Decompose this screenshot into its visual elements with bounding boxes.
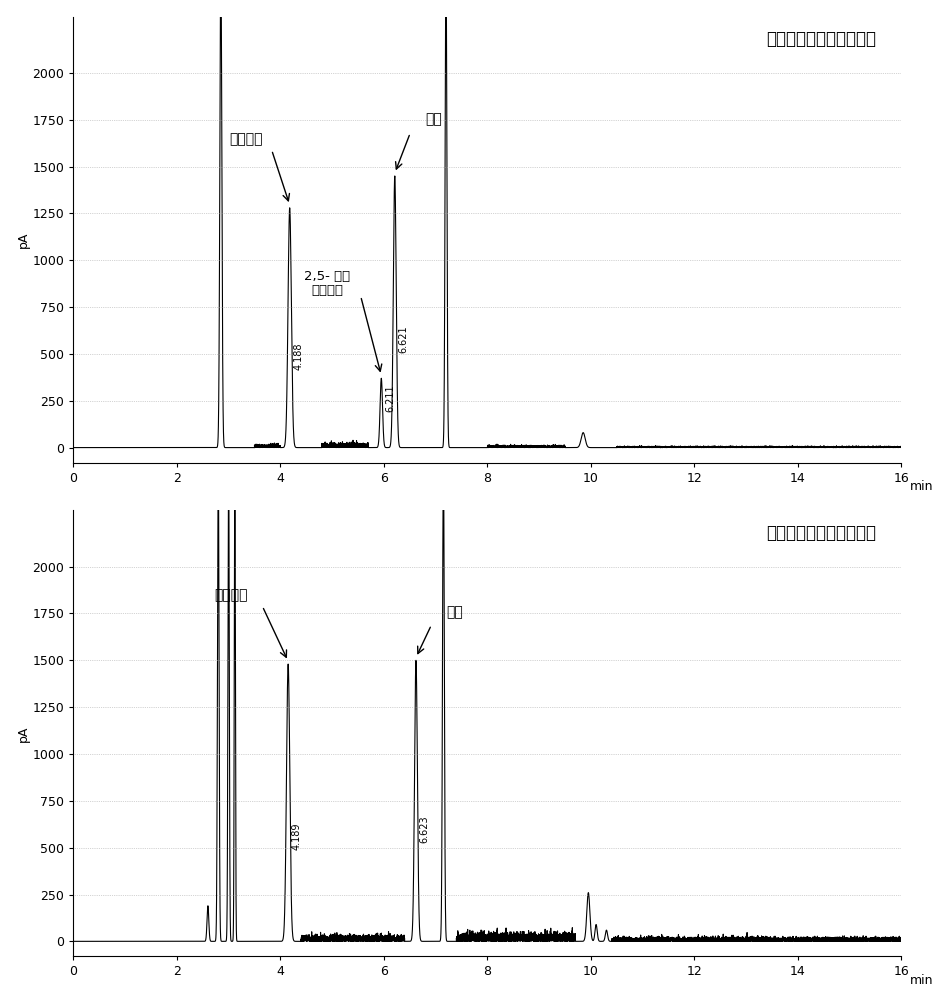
Y-axis label: pA: pA bbox=[17, 725, 29, 742]
Text: 酰基呋喃: 酰基呋喃 bbox=[311, 284, 343, 297]
Text: 马来酸酐: 马来酸酐 bbox=[229, 132, 263, 146]
Text: 2,5- 二甲: 2,5- 二甲 bbox=[304, 270, 350, 283]
Text: 4.189: 4.189 bbox=[291, 822, 302, 850]
Text: 6.623: 6.623 bbox=[419, 815, 430, 843]
Text: 6.211: 6.211 bbox=[385, 384, 395, 412]
Text: min: min bbox=[910, 480, 933, 493]
Text: 内标: 内标 bbox=[425, 112, 442, 126]
Text: 马来酸酐: 马来酸酐 bbox=[214, 588, 248, 602]
Text: 乙酸酐处理前气相色谱图: 乙酸酐处理前气相色谱图 bbox=[767, 30, 877, 48]
Y-axis label: pA: pA bbox=[17, 231, 29, 248]
Text: 内标: 内标 bbox=[446, 605, 463, 619]
Text: 乙酸酐处理后气相色谱图: 乙酸酐处理后气相色谱图 bbox=[767, 524, 877, 542]
Text: min: min bbox=[910, 974, 933, 987]
Text: 4.188: 4.188 bbox=[293, 343, 304, 370]
Text: 6.621: 6.621 bbox=[399, 325, 408, 353]
